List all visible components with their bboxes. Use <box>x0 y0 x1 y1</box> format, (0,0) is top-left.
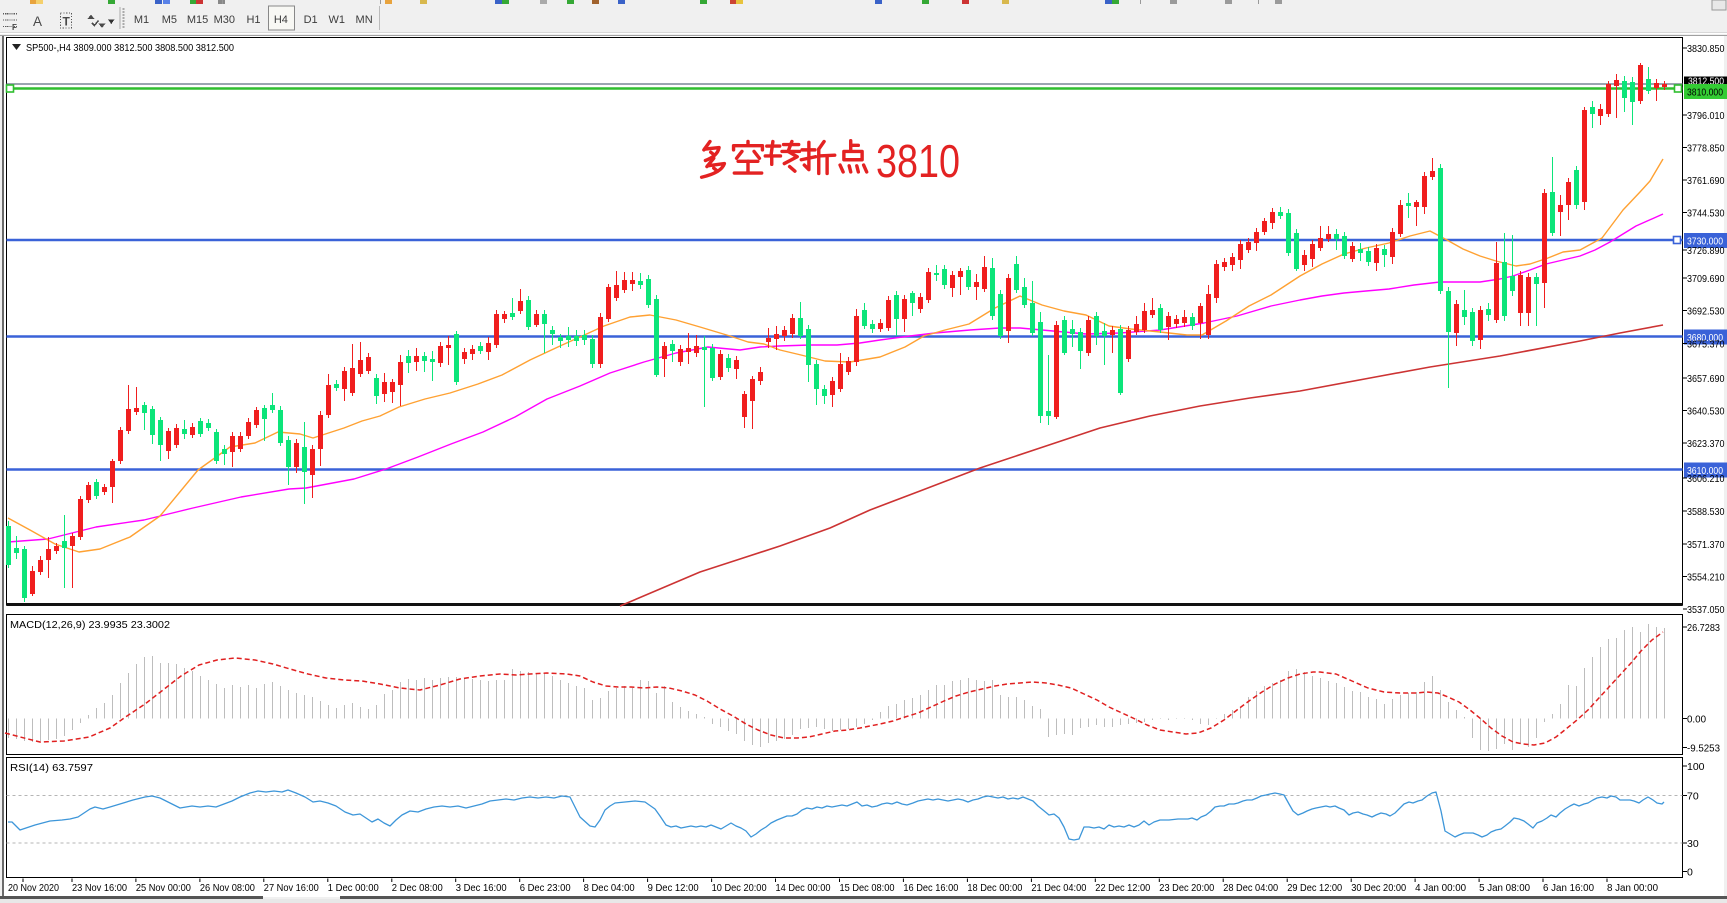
svg-text:W1: W1 <box>329 14 346 26</box>
svg-text:100: 100 <box>1687 761 1705 773</box>
svg-text:3537.050: 3537.050 <box>1687 604 1725 616</box>
svg-text:3623.370: 3623.370 <box>1687 438 1725 450</box>
svg-text:3761.690: 3761.690 <box>1687 175 1725 187</box>
svg-text:3830.850: 3830.850 <box>1687 43 1725 55</box>
svg-text:14 Dec 00:00: 14 Dec 00:00 <box>776 882 831 894</box>
svg-text:3692.530: 3692.530 <box>1687 306 1725 318</box>
svg-text:MN: MN <box>356 14 373 26</box>
svg-text:18 Dec 00:00: 18 Dec 00:00 <box>967 882 1022 894</box>
svg-text:3610.000: 3610.000 <box>1687 465 1723 477</box>
svg-text:23 Dec 20:00: 23 Dec 20:00 <box>1159 882 1214 894</box>
svg-text:20 Nov 2020: 20 Nov 2020 <box>8 882 59 894</box>
svg-text:3796.010: 3796.010 <box>1687 110 1725 122</box>
svg-text:3709.690: 3709.690 <box>1687 273 1725 285</box>
svg-text:22 Dec 12:00: 22 Dec 12:00 <box>1095 882 1150 894</box>
svg-text:0: 0 <box>1687 867 1693 879</box>
svg-text:M1: M1 <box>134 14 149 26</box>
svg-text:3640.530: 3640.530 <box>1687 406 1725 418</box>
svg-text:30 Dec 20:00: 30 Dec 20:00 <box>1351 882 1406 894</box>
svg-text:F: F <box>12 23 17 32</box>
svg-text:25 Nov 00:00: 25 Nov 00:00 <box>136 882 191 894</box>
svg-text:26 Nov 08:00: 26 Nov 08:00 <box>200 882 255 894</box>
svg-text:21 Dec 04:00: 21 Dec 04:00 <box>1031 882 1086 894</box>
svg-text:RSI(14) 63.7597: RSI(14) 63.7597 <box>10 762 93 774</box>
svg-text:30: 30 <box>1687 838 1699 850</box>
svg-text:MACD(12,26,9) 23.9935 23.3002: MACD(12,26,9) 23.9935 23.3002 <box>10 619 170 631</box>
svg-text:29 Dec 12:00: 29 Dec 12:00 <box>1287 882 1342 894</box>
svg-text:3730.000: 3730.000 <box>1687 236 1723 248</box>
svg-text:3778.850: 3778.850 <box>1687 143 1725 155</box>
svg-text:-9.5253: -9.5253 <box>1687 743 1720 755</box>
svg-text:T: T <box>63 15 71 29</box>
svg-text:4 Jan 00:00: 4 Jan 00:00 <box>1415 882 1466 894</box>
svg-text:10 Dec 20:00: 10 Dec 20:00 <box>712 882 767 894</box>
svg-text:D1: D1 <box>304 14 318 26</box>
svg-text:15 Dec 08:00: 15 Dec 08:00 <box>840 882 895 894</box>
svg-text:70: 70 <box>1687 791 1699 803</box>
svg-text:6 Jan 16:00: 6 Jan 16:00 <box>1543 882 1594 894</box>
svg-text:H4: H4 <box>274 14 288 26</box>
svg-text:1 Dec 00:00: 1 Dec 00:00 <box>328 882 379 894</box>
svg-text:27 Nov 16:00: 27 Nov 16:00 <box>264 882 319 894</box>
svg-text:M5: M5 <box>162 14 177 26</box>
svg-text:9 Dec 12:00: 9 Dec 12:00 <box>648 882 699 894</box>
svg-text:5 Jan 08:00: 5 Jan 08:00 <box>1479 882 1530 894</box>
svg-text:3657.690: 3657.690 <box>1687 373 1725 385</box>
svg-text:H1: H1 <box>246 14 260 26</box>
svg-text:26.7283: 26.7283 <box>1687 622 1720 634</box>
svg-text:23 Nov 16:00: 23 Nov 16:00 <box>72 882 127 894</box>
svg-text:3726.890: 3726.890 <box>1687 245 1725 257</box>
svg-text:A: A <box>33 14 42 29</box>
svg-text:3571.370: 3571.370 <box>1687 539 1725 551</box>
svg-text:M30: M30 <box>214 14 235 26</box>
svg-text:3606.210: 3606.210 <box>1687 473 1725 485</box>
svg-text:3588.530: 3588.530 <box>1687 506 1725 518</box>
svg-text:3675.370: 3675.370 <box>1687 339 1725 351</box>
svg-text:8 Jan 00:00: 8 Jan 00:00 <box>1607 882 1658 894</box>
svg-text:3 Dec 16:00: 3 Dec 16:00 <box>456 882 507 894</box>
svg-text:28 Dec 04:00: 28 Dec 04:00 <box>1223 882 1278 894</box>
svg-text:16 Dec 16:00: 16 Dec 16:00 <box>903 882 958 894</box>
svg-text:SP500-,H4 3809.000 3812.500 3: SP500-,H4 3809.000 3812.500 3808.500 381… <box>26 42 234 54</box>
svg-text:8 Dec 04:00: 8 Dec 04:00 <box>584 882 635 894</box>
svg-text:3744.530: 3744.530 <box>1687 208 1725 220</box>
svg-text:6 Dec 23:00: 6 Dec 23:00 <box>520 882 571 894</box>
svg-text:3810: 3810 <box>876 135 960 187</box>
svg-text:0.00: 0.00 <box>1687 714 1706 726</box>
svg-text:3680.000: 3680.000 <box>1687 332 1723 344</box>
svg-text:2 Dec 08:00: 2 Dec 08:00 <box>392 882 443 894</box>
svg-text:3554.210: 3554.210 <box>1687 572 1725 584</box>
svg-text:M15: M15 <box>187 14 208 26</box>
svg-text:3810.000: 3810.000 <box>1687 87 1723 99</box>
